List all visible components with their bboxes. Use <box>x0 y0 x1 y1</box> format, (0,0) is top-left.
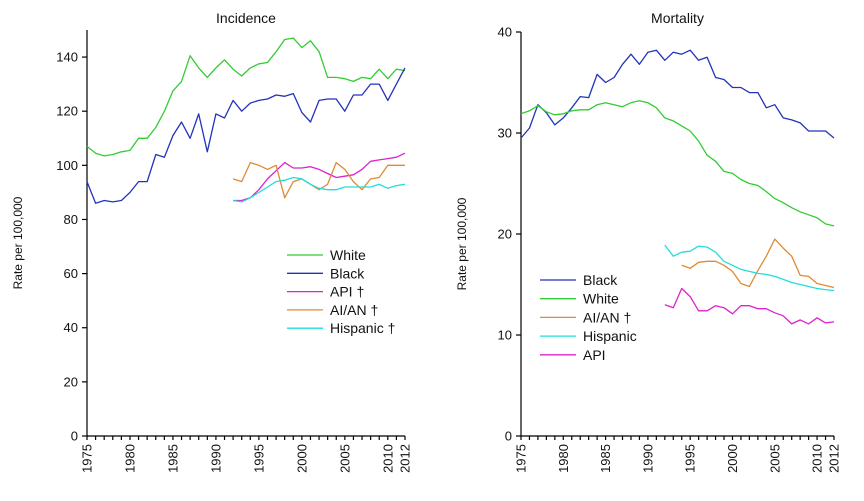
incidence-x-tick-label: 2005 <box>337 444 352 473</box>
mortality-series-line-api <box>664 287 835 325</box>
mortality-x-tick-label: 1975 <box>514 444 529 473</box>
incidence-series-line-hispanic <box>232 176 406 203</box>
mortality-series-line-ai-an <box>681 238 835 289</box>
mortality-title: Mortality <box>651 10 704 26</box>
incidence-y-tick-label: 0 <box>71 429 78 444</box>
legend-label-black: Black <box>330 265 365 281</box>
incidence-x-tick-label: 2012 <box>398 444 413 473</box>
incidence-series-line-ai-an <box>232 161 405 199</box>
incidence-series-line-white <box>86 37 406 157</box>
incidence-y-tick-label: 120 <box>56 104 78 119</box>
mortality-chart: Mortality 0 10 20 30 40 1975 1980 1985 1990 1995 20… <box>455 10 842 473</box>
mortality-series-line-hispanic <box>664 244 835 292</box>
legend-label-ai-an: AI/AN † <box>330 302 378 318</box>
incidence-y-axis-label: Rate per 100,000 <box>11 196 25 289</box>
legend-label-black: Black <box>583 272 618 288</box>
incidence-y-tick-label: 40 <box>64 320 78 335</box>
mortality-x-tick-label: 2012 <box>827 444 842 473</box>
mortality-y-tick-label: 20 <box>498 227 512 242</box>
incidence-x-tick-label: 1985 <box>165 444 180 473</box>
incidence-x-tick-label: 1975 <box>80 444 95 473</box>
mortality-x-tick-label: 2010 <box>810 444 825 473</box>
incidence-legend: White Black API † AI/AN † Hispanic † <box>287 247 395 336</box>
mortality-y-tick-label: 10 <box>498 328 512 343</box>
legend-label-ai-an: AI/AN † <box>583 309 631 325</box>
mortality-x-tick-label: 2005 <box>767 444 782 473</box>
incidence-series-line-black <box>86 67 406 204</box>
mortality-x-tick-label: 1995 <box>683 444 698 473</box>
incidence-y-tick-label: 60 <box>64 266 78 281</box>
legend-label-api: API † <box>330 284 364 300</box>
mortality-series-line-black <box>520 49 835 139</box>
mortality-x-tick-label: 1985 <box>598 444 613 473</box>
incidence-y-tick-label: 100 <box>56 158 78 173</box>
incidence-x-tick-label: 1995 <box>251 444 266 473</box>
incidence-x-tick-label: 2010 <box>380 444 395 473</box>
legend-label-hispanic: Hispanic <box>583 328 637 344</box>
incidence-series-line-api <box>233 152 406 202</box>
legend-label-white: White <box>330 247 366 263</box>
mortality-series-line-white <box>520 100 835 227</box>
mortality-x-tick-label: 1990 <box>640 444 655 473</box>
incidence-x-tick-label: 1980 <box>122 444 137 473</box>
incidence-x-tick-label: 2000 <box>294 444 309 473</box>
mortality-y-tick-label: 40 <box>498 25 512 40</box>
incidence-chart: Incidence 0 20 40 60 80 100 120 140 1975 1980 1985 1… <box>11 10 413 473</box>
incidence-title: Incidence <box>216 10 276 26</box>
mortality-legend: Black White AI/AN † Hispanic API <box>540 272 637 363</box>
legend-label-api: API <box>583 347 606 363</box>
mortality-x-tick-label: 2000 <box>725 444 740 473</box>
incidence-y-tick-label: 20 <box>64 374 78 389</box>
mortality-y-tick-label: 0 <box>505 429 512 444</box>
mortality-x-tick-label: 1980 <box>556 444 571 473</box>
legend-label-hispanic: Hispanic † <box>330 320 395 336</box>
legend-label-white: White <box>583 291 619 307</box>
incidence-y-tick-label: 140 <box>56 50 78 65</box>
incidence-x-tick-label: 1990 <box>208 444 223 473</box>
mortality-y-tick-label: 30 <box>498 126 512 141</box>
mortality-y-axis-label: Rate per 100,000 <box>455 197 469 290</box>
incidence-y-tick-label: 80 <box>64 212 78 227</box>
